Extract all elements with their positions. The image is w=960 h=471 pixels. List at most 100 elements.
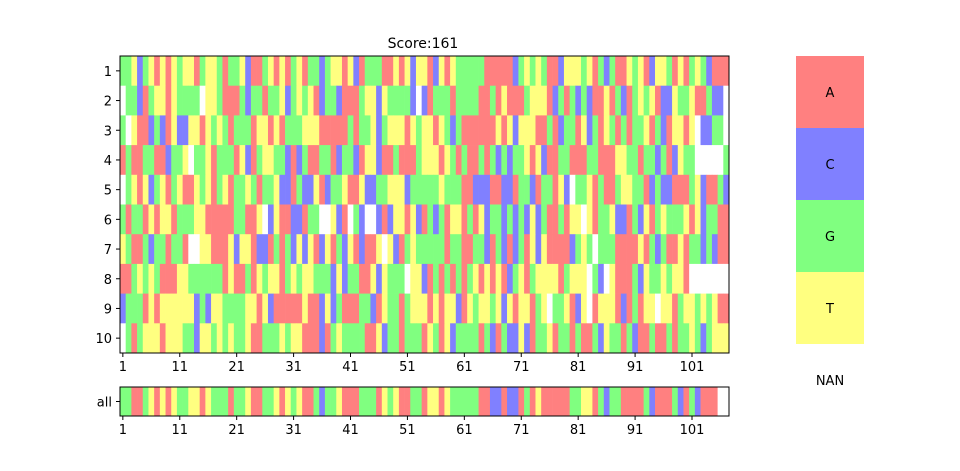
- heatmap-cell: [376, 234, 383, 265]
- consensus-cell: [455, 387, 462, 416]
- heatmap-cell: [137, 234, 144, 265]
- x-tick-label: 1: [119, 360, 127, 375]
- heatmap-cell: [347, 263, 354, 294]
- heatmap-cell: [347, 204, 354, 235]
- consensus-cell: [524, 387, 531, 416]
- heatmap-cell: [353, 323, 360, 354]
- heatmap-cell: [666, 263, 673, 294]
- heatmap-cell: [370, 234, 377, 265]
- heatmap-cell: [364, 234, 371, 265]
- heatmap-cell: [541, 174, 548, 205]
- heatmap-cell: [262, 115, 269, 146]
- heatmap-cell: [489, 293, 496, 324]
- heatmap-cell: [273, 56, 280, 87]
- heatmap-cell: [336, 56, 343, 87]
- heatmap-cell: [154, 174, 161, 205]
- heatmap-cell: [233, 323, 240, 354]
- heatmap-cell: [700, 145, 707, 176]
- heatmap-cell: [467, 115, 474, 146]
- heatmap-cell: [154, 234, 161, 265]
- heatmap-cell: [171, 174, 178, 205]
- heatmap-cell: [569, 145, 576, 176]
- heatmap-cell: [524, 263, 531, 294]
- heatmap-cell: [285, 115, 292, 146]
- heatmap-cell: [341, 204, 349, 235]
- heatmap-cell: [137, 85, 144, 116]
- heatmap-cell: [518, 323, 525, 354]
- heatmap-cell: [279, 293, 286, 324]
- heatmap-cell: [626, 145, 633, 176]
- heatmap-cell: [518, 56, 525, 87]
- heatmap-cell: [552, 56, 559, 87]
- heatmap-cell: [421, 85, 428, 116]
- consensus-cell: [512, 387, 519, 416]
- heatmap-cell: [319, 56, 326, 87]
- heatmap-cell: [427, 323, 434, 354]
- heatmap-cell: [472, 85, 479, 116]
- heatmap-cell: [706, 115, 713, 146]
- heatmap-cell: [415, 145, 423, 176]
- heatmap-cell: [581, 56, 588, 87]
- heatmap-cell: [233, 115, 240, 146]
- heatmap-cell: [148, 115, 155, 146]
- heatmap-cell: [421, 145, 428, 176]
- heatmap-cell: [370, 174, 377, 205]
- heatmap-cell: [222, 204, 229, 235]
- heatmap-cell: [376, 204, 383, 235]
- heatmap-cell: [296, 204, 303, 235]
- heatmap-cell: [262, 263, 269, 294]
- heatmap-cell: [393, 145, 400, 176]
- heatmap-cell: [290, 85, 297, 116]
- heatmap-cell: [438, 293, 445, 324]
- heatmap-cell: [279, 56, 286, 87]
- heatmap-cell: [723, 56, 730, 87]
- heatmap-cell: [700, 174, 707, 205]
- heatmap-cell: [472, 56, 479, 87]
- consensus-cell: [438, 387, 445, 416]
- heatmap-cell: [575, 56, 582, 87]
- heatmap-cell: [507, 85, 514, 116]
- consensus-cell: [370, 387, 377, 416]
- heatmap-cell: [529, 85, 536, 116]
- heatmap-cell: [598, 234, 605, 265]
- heatmap-cell: [467, 85, 474, 116]
- heatmap-cell: [245, 145, 252, 176]
- heatmap-cell: [285, 85, 292, 116]
- heatmap-cell: [199, 323, 206, 354]
- heatmap-cell: [239, 115, 246, 146]
- heatmap-cell: [330, 174, 337, 205]
- heatmap-cell: [677, 234, 684, 265]
- heatmap-cell: [131, 145, 138, 176]
- heatmap-cell: [706, 174, 713, 205]
- consensus-cell: [273, 387, 280, 416]
- heatmap-cell: [302, 174, 309, 205]
- heatmap-cell: [546, 174, 553, 205]
- heatmap-cell: [125, 293, 132, 324]
- heatmap-cell: [222, 145, 229, 176]
- heatmap-cell: [455, 204, 462, 235]
- heatmap-cell: [609, 204, 616, 235]
- heatmap-cell: [319, 174, 326, 205]
- heatmap-cell: [706, 323, 713, 354]
- heatmap-cell: [478, 115, 485, 146]
- heatmap-cell: [677, 115, 684, 146]
- heatmap-cell: [535, 293, 542, 324]
- heatmap-cell: [717, 323, 724, 354]
- heatmap-cell: [330, 115, 337, 146]
- heatmap-cell: [165, 56, 172, 87]
- heatmap-cell: [507, 174, 514, 205]
- heatmap-cell: [336, 204, 343, 235]
- consensus-cell: [672, 387, 679, 416]
- heatmap-cell: [569, 263, 576, 294]
- heatmap-cell: [632, 323, 639, 354]
- heatmap-cell: [290, 234, 297, 265]
- heatmap-cell: [586, 234, 593, 265]
- heatmap-cell: [376, 293, 383, 324]
- row-tick-label: 1: [104, 65, 112, 80]
- heatmap-cell: [176, 174, 183, 205]
- heatmap-cell: [415, 85, 423, 116]
- heatmap-cell: [250, 115, 257, 146]
- row-tick-label: 4: [104, 154, 112, 169]
- heatmap-cell: [307, 263, 314, 294]
- heatmap-cell: [398, 56, 405, 87]
